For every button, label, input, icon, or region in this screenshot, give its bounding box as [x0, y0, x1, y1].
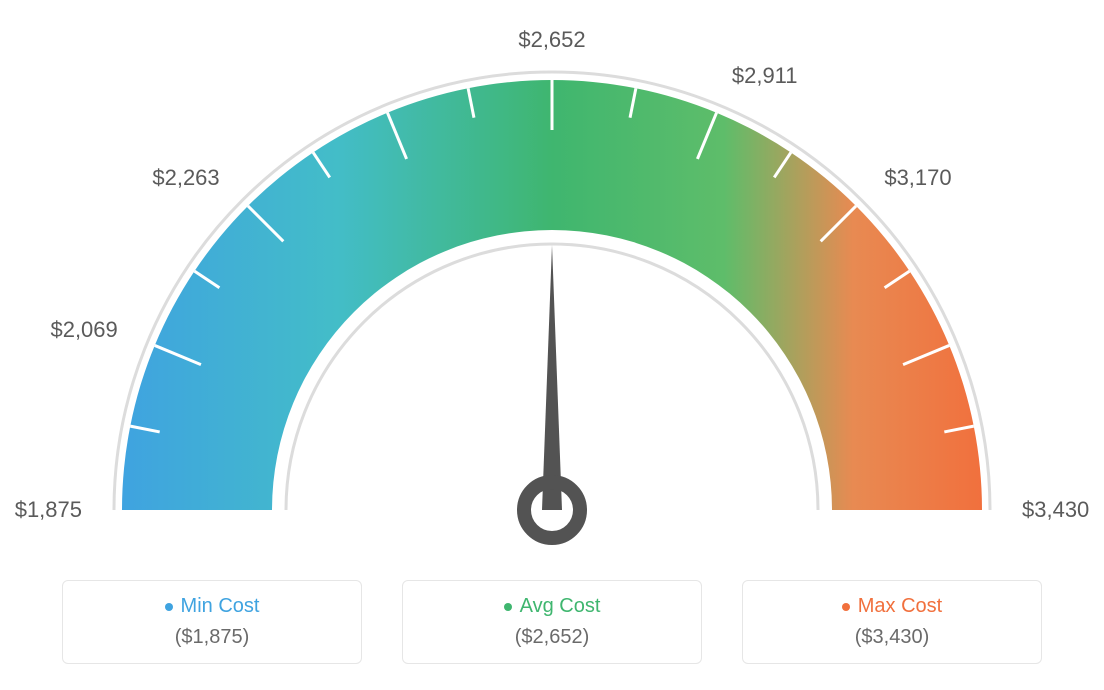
scale-label: $2,263 — [152, 165, 219, 191]
scale-label: $2,652 — [518, 27, 585, 53]
legend-title-min: Min Cost — [165, 595, 260, 618]
gauge-chart: $1,875 $2,069 $2,263 $2,652 $2,911 $3,170 $3,4… — [0, 0, 1104, 560]
legend-card-min: Min Cost ($1,875) — [62, 580, 362, 664]
dot-icon — [165, 603, 173, 611]
scale-label: $2,069 — [50, 317, 117, 343]
dot-icon — [504, 603, 512, 611]
legend-title-text: Min Cost — [181, 595, 260, 618]
scale-label: $2,911 — [732, 63, 798, 89]
scale-label: $3,170 — [884, 165, 951, 191]
legend-value-max: ($3,430) — [763, 626, 1021, 649]
legend-title-avg: Avg Cost — [504, 595, 601, 618]
legend-title-max: Max Cost — [842, 595, 942, 618]
scale-label: $3,430 — [1022, 497, 1089, 523]
legend-card-max: Max Cost ($3,430) — [742, 580, 1042, 664]
legend-title-text: Avg Cost — [520, 595, 601, 618]
legend-title-text: Max Cost — [858, 595, 942, 618]
legend-value-min: ($1,875) — [83, 626, 341, 649]
gauge-svg — [0, 0, 1104, 560]
legend-card-avg: Avg Cost ($2,652) — [402, 580, 702, 664]
legend-value-avg: ($2,652) — [423, 626, 681, 649]
dot-icon — [842, 603, 850, 611]
scale-label: $1,875 — [15, 497, 82, 523]
legend: Min Cost ($1,875) Avg Cost ($2,652) Max … — [0, 580, 1104, 664]
